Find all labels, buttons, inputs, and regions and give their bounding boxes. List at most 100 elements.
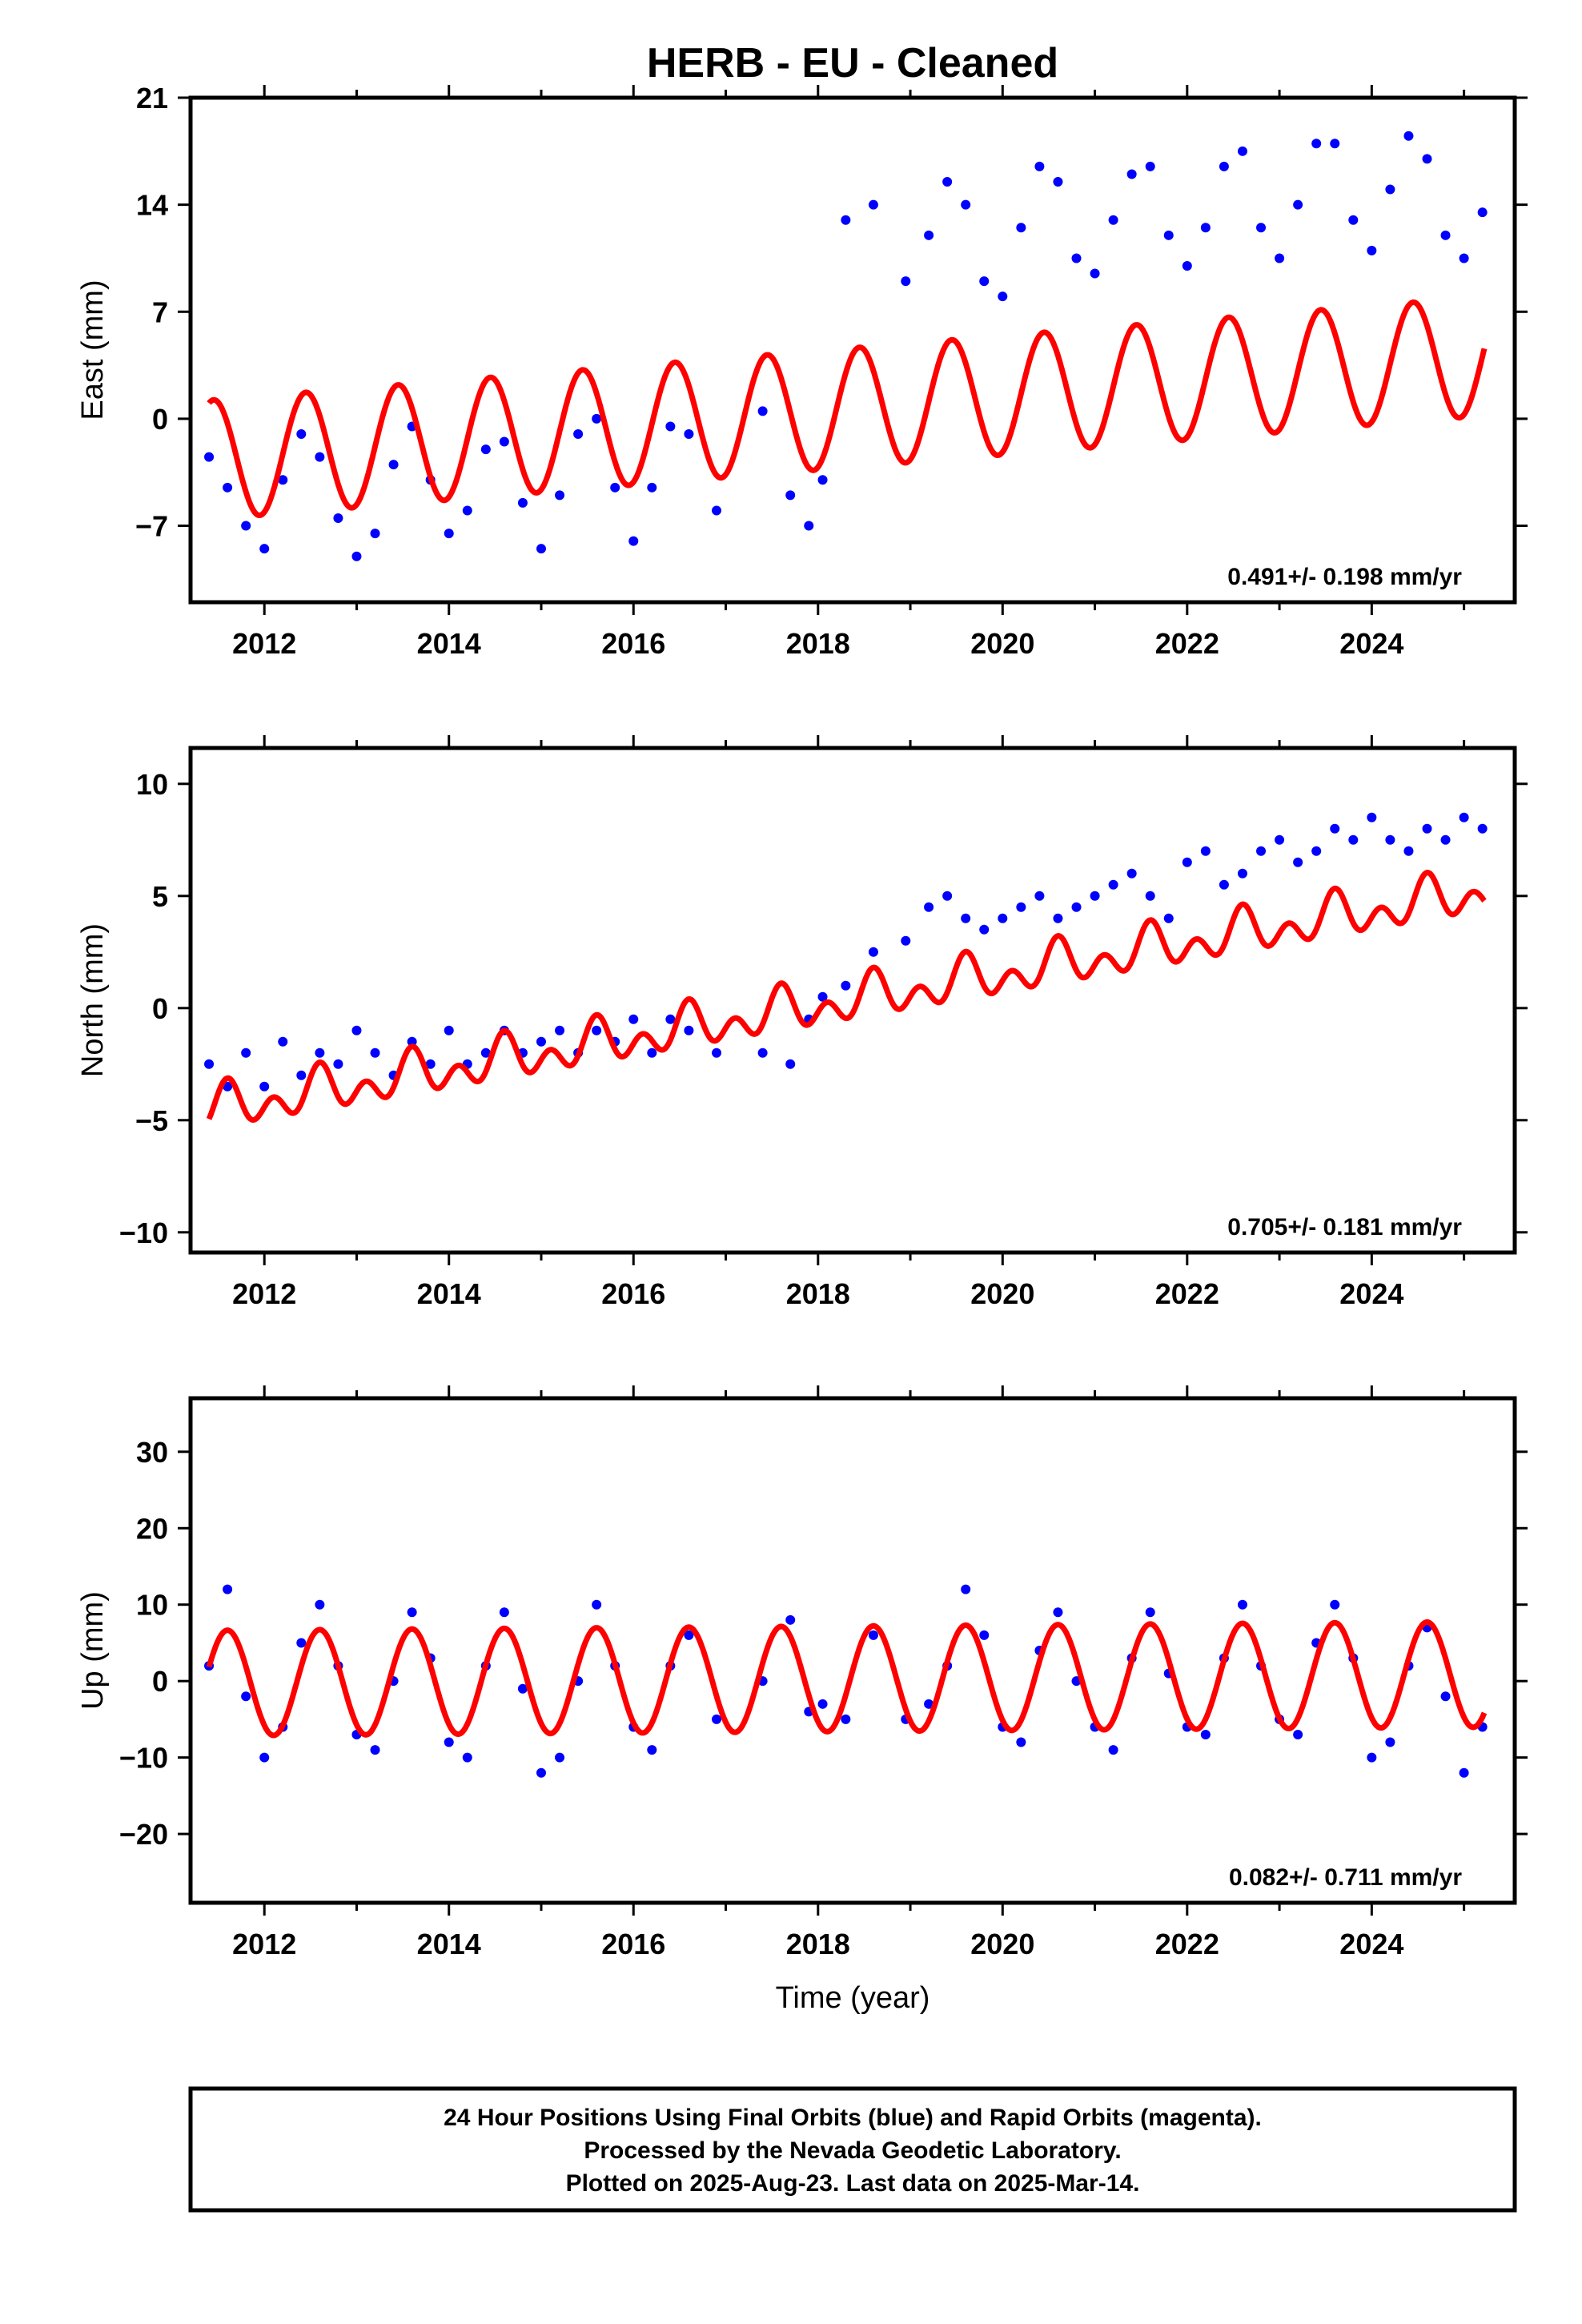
observation-point [628,1014,639,1024]
observation-point [1053,177,1063,187]
observation-point [555,1752,565,1763]
y-tick-label: −10 [119,1742,168,1775]
observation-point [1293,1730,1303,1739]
x-tick-label: 2022 [1155,627,1219,660]
observation-point [1459,1767,1469,1778]
observation-point [924,902,934,912]
observation-point [1090,268,1100,279]
observation-point [1053,1607,1063,1618]
observation-point [1311,139,1322,149]
observation-point [241,521,251,531]
y-tick-label: 7 [152,296,168,328]
footer-line-3: Plotted on 2025-Aug-23. Last data on 202… [566,2170,1140,2197]
observation-point [979,1630,990,1640]
observation-point [1256,223,1267,233]
observation-point [1200,1730,1211,1739]
observation-point [278,1036,288,1047]
observation-point [536,1767,546,1778]
y-tick-label: −5 [135,1104,168,1137]
observation-point [961,913,971,923]
observation-point [1016,223,1026,233]
rate-annotation: 0.705+/- 0.181 mm/yr [1227,1214,1462,1240]
observation-point [1182,261,1192,271]
rate-annotation: 0.082+/- 0.711 mm/yr [1229,1864,1462,1891]
observation-point [868,947,878,957]
observation-point [1330,1599,1340,1610]
observation-point [1071,902,1082,912]
observation-point [1275,834,1285,845]
observation-point [998,913,1008,923]
model-fit-line [207,299,1488,518]
observation-point [901,935,911,946]
observation-point [370,529,380,539]
observation-point [370,1745,380,1755]
observation-point [1422,154,1432,164]
y-tick-label: 5 [152,880,168,913]
y-tick-label: −10 [119,1216,168,1249]
observation-point [407,1607,417,1618]
observation-point [1108,215,1118,225]
chart-title: HERB - EU - Cleaned [647,40,1058,86]
y-axis-label: North (mm) [76,923,110,1077]
observation-point [1200,223,1211,233]
y-tick-label: 0 [152,992,168,1025]
up-panel: 2012 2014 2016 2018 2020 2022 2024 −20 −10 0 10 20 3… [76,1385,1528,1960]
observation-point [296,1070,307,1080]
y-tick-label: −7 [135,510,168,543]
observation-point [1108,1745,1118,1755]
observation-point [901,276,911,287]
x-tick-label: 2020 [970,1928,1034,1960]
observation-point [979,924,990,935]
x-tick-label: 2020 [970,627,1034,660]
observation-point [462,505,472,516]
observation-point [924,230,934,240]
x-axis-label: Time (year) [776,1981,930,2015]
plot-frame [188,746,1517,1255]
y-tick-label: 10 [136,768,168,801]
observation-point [942,891,953,901]
observation-point [425,1059,436,1069]
observation-point [1367,812,1377,822]
x-tick-label: 2016 [601,1277,665,1310]
observation-point [1219,161,1229,171]
x-tick-label: 2014 [417,1928,481,1960]
observation-point [1126,169,1137,179]
observation-point [1477,823,1488,834]
observation-point [592,1025,602,1035]
observation-point [1311,846,1322,856]
x-tick-label: 2014 [417,1277,481,1310]
observation-point [1163,913,1174,923]
observation-point [315,1599,325,1610]
x-tick-label: 2024 [1339,1277,1403,1310]
observation-point [1145,1607,1155,1618]
observation-point [817,991,828,1002]
x-tick-label: 2024 [1339,627,1403,660]
observation-point [1237,868,1247,879]
observation-point [315,452,325,462]
observation-point [961,1584,971,1594]
observation-point [1163,230,1174,240]
observation-point [1440,230,1451,240]
x-tick-label: 2016 [601,627,665,660]
observation-point [1145,891,1155,901]
observation-point [1348,215,1359,225]
observation-point [711,1714,721,1724]
observation-point [1182,857,1192,867]
observation-point [1403,131,1414,141]
x-tick-label: 2018 [786,627,850,660]
observation-point [259,1752,270,1763]
observation-point [370,1047,380,1058]
observation-point [1403,846,1414,856]
observation-point [296,1638,307,1648]
observation-point [592,413,602,424]
observation-point [1348,834,1359,845]
x-tick-label: 2024 [1339,1928,1403,1960]
observation-point [259,1081,270,1092]
observation-point [241,1691,251,1702]
observation-point [785,1059,796,1069]
observation-point [817,475,828,485]
plot-frame [188,95,1517,605]
y-axis-label: Up (mm) [76,1591,110,1710]
observation-point [278,475,288,485]
observation-point [333,513,343,523]
